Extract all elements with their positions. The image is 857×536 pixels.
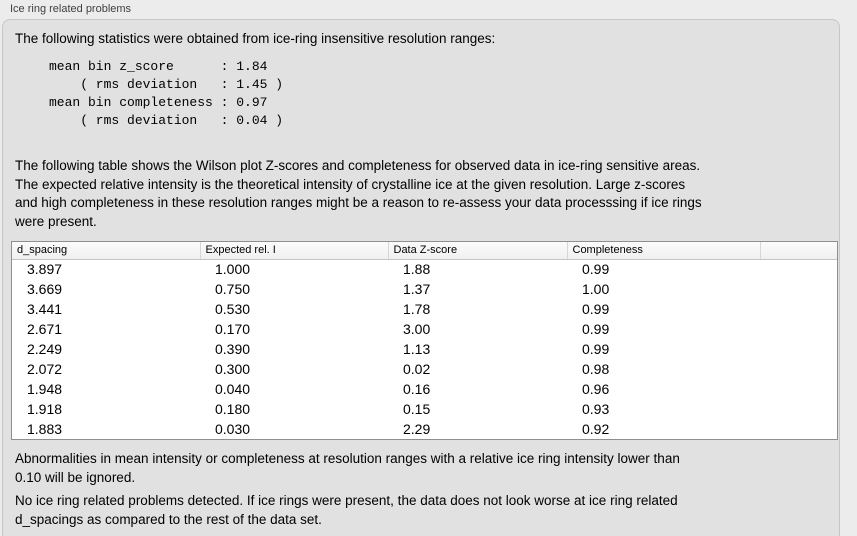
table-row[interactable]: 3.897 1.000 1.88 0.99 [12, 259, 837, 279]
table-cell: 0.040 [215, 381, 251, 397]
table-cell: 3.441 [27, 301, 63, 317]
ice-ring-table: d_spacing Expected rel. I Data Z-score C… [11, 241, 838, 440]
ice-ring-panel: The following statistics were obtained f… [2, 19, 840, 536]
table-cell [760, 339, 837, 359]
table-row[interactable]: 1.883 0.030 2.29 0.92 [12, 419, 837, 439]
table-cell [760, 399, 837, 419]
table-cell [760, 319, 837, 339]
table-cell: 1.78 [403, 301, 431, 317]
table-cell: 0.170 [215, 321, 251, 337]
column-header-spacer [760, 242, 837, 260]
table-cell [760, 359, 837, 379]
table-cell: 0.93 [582, 401, 610, 417]
table-cell [760, 259, 837, 279]
conclusion-text: No ice ring related problems detected. I… [15, 493, 678, 527]
table-cell: 1.948 [27, 381, 63, 397]
table-cell: 0.99 [582, 301, 610, 317]
table-cell: 2.29 [403, 421, 431, 437]
table-cell: 1.00 [582, 281, 610, 297]
table-cell: 1.88 [403, 261, 431, 278]
table-cell: 2.671 [27, 321, 63, 337]
table-row[interactable]: 2.671 0.170 3.00 0.99 [12, 319, 837, 339]
table-cell: 0.300 [215, 361, 251, 377]
table-cell: 0.99 [582, 261, 610, 278]
table-cell: 0.180 [215, 401, 251, 417]
table-cell: 0.390 [215, 341, 251, 357]
ice-ring-table-body: 3.897 1.000 1.88 0.99 3.669 0.750 1.37 1.00 3.44… [12, 259, 837, 439]
table-cell: 0.99 [582, 341, 610, 357]
table-header-row: d_spacing Expected rel. I Data Z-score C… [12, 242, 837, 260]
table-cell: 3.669 [27, 281, 63, 297]
table-cell: 0.96 [582, 381, 610, 397]
table-cell: 0.750 [215, 281, 251, 297]
table-row[interactable]: 1.918 0.180 0.15 0.93 [12, 399, 837, 419]
section-title: Ice ring related problems [10, 3, 132, 15]
ignore-threshold-note: Abnormalities in mean intensity or compl… [15, 451, 680, 485]
table-cell: 3.00 [403, 321, 431, 337]
column-header-d-spacing[interactable]: d_spacing [12, 242, 201, 260]
table-cell: 0.15 [403, 401, 431, 417]
table-row[interactable]: 2.249 0.390 1.13 0.99 [12, 339, 837, 359]
column-header-expected-rel-i[interactable]: Expected rel. I [200, 242, 389, 260]
table-cell: 0.98 [582, 361, 610, 377]
table-cell: 0.16 [403, 381, 431, 397]
table-cell: 0.99 [582, 321, 610, 337]
column-header-data-z-score[interactable]: Data Z-score [388, 242, 568, 260]
table-cell: 1.000 [215, 261, 251, 278]
table-cell: 0.02 [403, 361, 431, 377]
table-row[interactable]: 1.948 0.040 0.16 0.96 [12, 379, 837, 399]
table-cell: 1.883 [27, 421, 63, 437]
table-cell: 1.37 [403, 281, 431, 297]
table-cell: 0.030 [215, 421, 251, 437]
table-cell [760, 279, 837, 299]
table-cell: 2.249 [27, 341, 63, 357]
table-cell [760, 379, 837, 399]
table-cell: 2.072 [27, 361, 63, 377]
table-row[interactable]: 2.072 0.300 0.02 0.98 [12, 359, 837, 379]
table-row[interactable]: 3.669 0.750 1.37 1.00 [12, 279, 837, 299]
table-row[interactable]: 3.441 0.530 1.78 0.99 [12, 299, 837, 319]
table-cell: 1.918 [27, 401, 63, 417]
stats-mono-block: mean bin z_score : 1.84 ( rms deviation … [49, 59, 284, 128]
table-cell: 1.13 [403, 341, 431, 357]
table-cell [760, 419, 837, 439]
column-header-completeness[interactable]: Completeness [567, 242, 761, 260]
table-cell: 0.530 [215, 301, 251, 317]
table-cell: 3.897 [27, 261, 63, 278]
stats-intro-text: The following statistics were obtained f… [15, 31, 496, 46]
table-cell: 0.92 [582, 421, 610, 437]
table-intro-text: The following table shows the Wilson plo… [15, 158, 702, 229]
table-cell [760, 299, 837, 319]
